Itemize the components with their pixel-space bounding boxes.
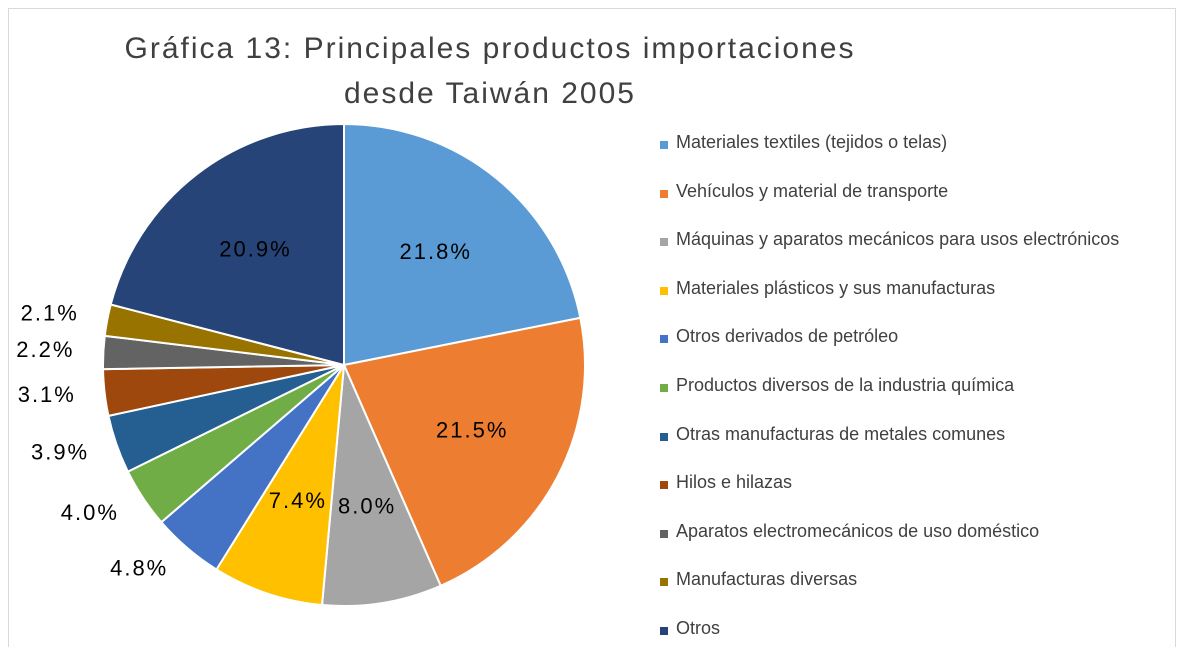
chart-title: Gráfica 13: Principales productos import… xyxy=(124,32,856,110)
data-label: 3.1% xyxy=(18,382,76,407)
legend-label: Máquinas y aparatos mecánicos para usos … xyxy=(676,229,1120,250)
legend-swatch xyxy=(660,189,668,198)
legend-swatch xyxy=(660,529,668,538)
data-label: 21.8% xyxy=(400,239,472,264)
legend-label: Materiales plásticos y sus manufacturas xyxy=(676,277,996,298)
data-label: 4.8% xyxy=(110,556,168,581)
data-label: 3.9% xyxy=(31,440,89,465)
legend-swatch xyxy=(660,481,668,490)
legend-swatch xyxy=(660,141,668,149)
pie-slice xyxy=(343,122,582,367)
data-label: 8.0% xyxy=(338,494,396,519)
legend-label: Materiales textiles (tejidos o telas) xyxy=(676,132,948,152)
legend-swatch xyxy=(660,335,668,344)
legend-swatch xyxy=(660,578,668,587)
pie-slice xyxy=(215,364,345,607)
legend-swatch xyxy=(660,286,668,295)
legend-label: Otras manufacturas de metales comunes xyxy=(676,423,1006,444)
data-label: 20.9% xyxy=(219,236,291,261)
legend-label: Aparatos electromecánicos de uso domésti… xyxy=(676,520,1040,541)
legend-label: Productos diversos de la industria quími… xyxy=(676,374,1015,395)
data-label: 7.4% xyxy=(269,488,327,513)
legend-label: Hilos e hilazas xyxy=(676,472,793,493)
legend-label: Manufacturas diversas xyxy=(676,569,858,590)
data-label: 2.1% xyxy=(21,301,79,326)
pie-slice xyxy=(342,316,586,588)
legend-swatch xyxy=(660,238,668,247)
legend-label: Otros xyxy=(676,617,721,638)
data-label: 21.5% xyxy=(436,418,508,443)
legend-swatch xyxy=(660,383,668,392)
data-label: 2.2% xyxy=(16,337,74,362)
pie-slice xyxy=(320,364,442,607)
legend-swatch xyxy=(660,626,668,635)
chart-frame xyxy=(8,8,1176,647)
pie-slice xyxy=(109,122,345,367)
legend-swatch xyxy=(660,432,668,441)
legend-label: Vehículos y material de transporte xyxy=(676,180,949,201)
data-label: 4.0% xyxy=(61,500,119,525)
legend-label: Otros derivados de petróleo xyxy=(676,326,899,347)
